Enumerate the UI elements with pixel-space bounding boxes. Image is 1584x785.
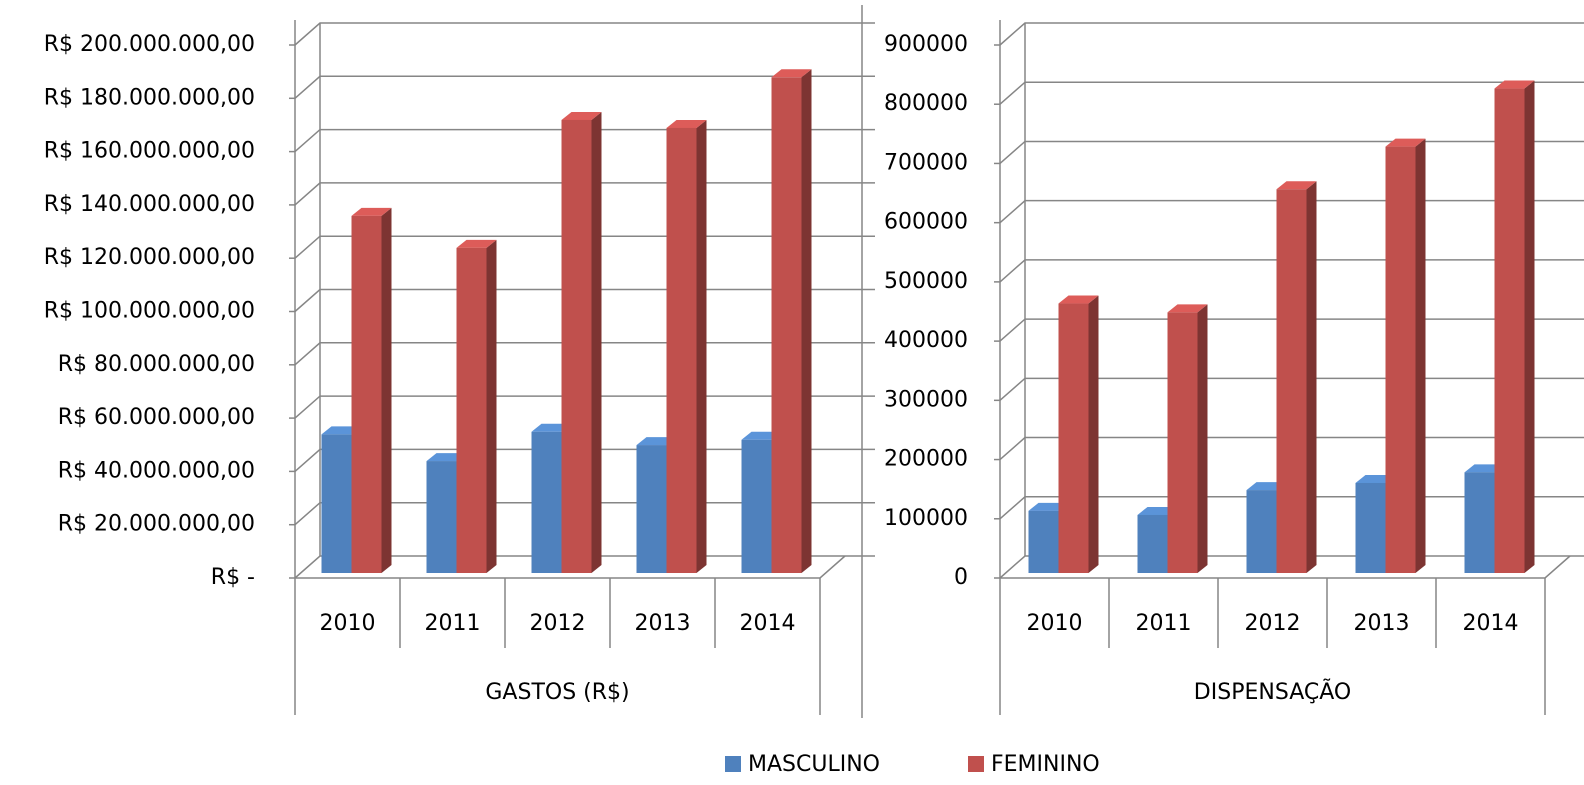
- y-tick-label: 100000: [884, 506, 968, 531]
- x-tick-label: 2011: [425, 611, 481, 636]
- y-tick-label: R$ 180.000.000,00: [44, 85, 255, 110]
- x-tick-label: 2010: [320, 611, 376, 636]
- y-tick-label: 200000: [884, 447, 968, 472]
- bar-top: [1167, 304, 1208, 313]
- bar: [351, 207, 392, 573]
- bar: [1167, 304, 1208, 573]
- bar-side: [486, 239, 497, 573]
- y-tick-label: 700000: [884, 150, 968, 175]
- x-tick-label: 2013: [635, 611, 691, 636]
- bar-front: [1167, 312, 1198, 573]
- y-tick-label: R$ 60.000.000,00: [58, 405, 255, 430]
- x-tick-label: 2010: [1027, 611, 1083, 636]
- x-tick-label: 2013: [1354, 611, 1410, 636]
- x-tick-label: 2014: [740, 611, 796, 636]
- bar-front: [1355, 482, 1386, 573]
- bar-front: [1028, 510, 1059, 573]
- bar-side: [1306, 181, 1317, 574]
- x-tick-label: 2014: [1463, 611, 1519, 636]
- x-tick-label: 2011: [1136, 611, 1192, 636]
- grid-line: [294, 75, 875, 99]
- bar-front: [351, 215, 382, 573]
- bar: [771, 69, 812, 573]
- bar-top: [771, 69, 812, 78]
- bar-top: [1494, 80, 1535, 89]
- bar-top: [1385, 138, 1426, 147]
- bar-front: [771, 77, 802, 573]
- bar-front: [1137, 514, 1168, 573]
- bar-front: [426, 461, 457, 573]
- bar-front: [1464, 472, 1495, 573]
- bar-top: [456, 239, 497, 248]
- y-tick-label: R$ 120.000.000,00: [44, 245, 255, 270]
- bar: [456, 239, 497, 573]
- side-wall: [999, 20, 1026, 578]
- side-wall: [294, 20, 321, 578]
- bar-top: [561, 111, 602, 120]
- bar-front: [1246, 490, 1277, 573]
- bar-front: [561, 119, 592, 573]
- bar-front: [1494, 88, 1525, 573]
- bar: [1494, 80, 1535, 573]
- x-tick-label: 2012: [530, 611, 586, 636]
- bar-side: [1088, 295, 1099, 573]
- y-tick-label: R$ 80.000.000,00: [58, 352, 255, 377]
- bar-front: [1058, 303, 1089, 573]
- bar-top: [351, 207, 392, 216]
- grid-line: [999, 22, 1584, 46]
- legend-swatch: [968, 756, 984, 772]
- bar-side: [1197, 304, 1208, 573]
- grid-line: [999, 81, 1584, 105]
- bar-side: [1524, 80, 1535, 573]
- y-tick-label: R$ 40.000.000,00: [58, 458, 255, 483]
- y-tick-label: R$ 160.000.000,00: [44, 139, 255, 164]
- y-tick-label: 300000: [884, 387, 968, 412]
- bar: [1276, 181, 1317, 574]
- y-tick-label: 600000: [884, 210, 968, 235]
- bar-front: [666, 127, 697, 573]
- grid-line: [294, 22, 875, 46]
- bar-front: [531, 431, 562, 573]
- y-tick-label: 500000: [884, 269, 968, 294]
- y-tick-label: R$ 200.000.000,00: [44, 32, 255, 57]
- bar-front: [321, 434, 352, 573]
- bar-side: [381, 207, 392, 573]
- bar-side: [696, 119, 707, 573]
- bar-front: [1276, 189, 1307, 574]
- y-tick-label: 800000: [884, 91, 968, 116]
- legend-label: FEMININO: [991, 752, 1100, 777]
- bar-front: [741, 439, 772, 573]
- x-axis-label: GASTOS (R$): [485, 680, 629, 705]
- bar-front: [636, 445, 667, 573]
- bar-front: [1385, 146, 1416, 573]
- y-tick-label: R$ -: [211, 565, 255, 590]
- bar: [1058, 295, 1099, 573]
- y-tick-label: R$ 100.000.000,00: [44, 299, 255, 324]
- bar: [666, 119, 707, 573]
- y-tick-label: 900000: [884, 32, 968, 57]
- y-tick-label: 0: [954, 565, 968, 590]
- bar-side: [1415, 138, 1426, 573]
- bar-top: [666, 119, 707, 128]
- bar-front: [456, 247, 487, 573]
- y-tick-label: R$ 140.000.000,00: [44, 192, 255, 217]
- bar-top: [1276, 181, 1317, 190]
- x-axis-label: DISPENSAÇÃO: [1194, 678, 1351, 705]
- y-tick-label: R$ 20.000.000,00: [58, 512, 255, 537]
- legend-label: MASCULINO: [748, 752, 880, 777]
- bar-side: [801, 69, 812, 573]
- bar: [561, 111, 602, 573]
- x-tick-label: 2012: [1245, 611, 1301, 636]
- bar-top: [1058, 295, 1099, 304]
- bar-side: [591, 111, 602, 573]
- bar: [1385, 138, 1426, 573]
- legend-swatch: [725, 756, 741, 772]
- y-tick-label: 400000: [884, 328, 968, 353]
